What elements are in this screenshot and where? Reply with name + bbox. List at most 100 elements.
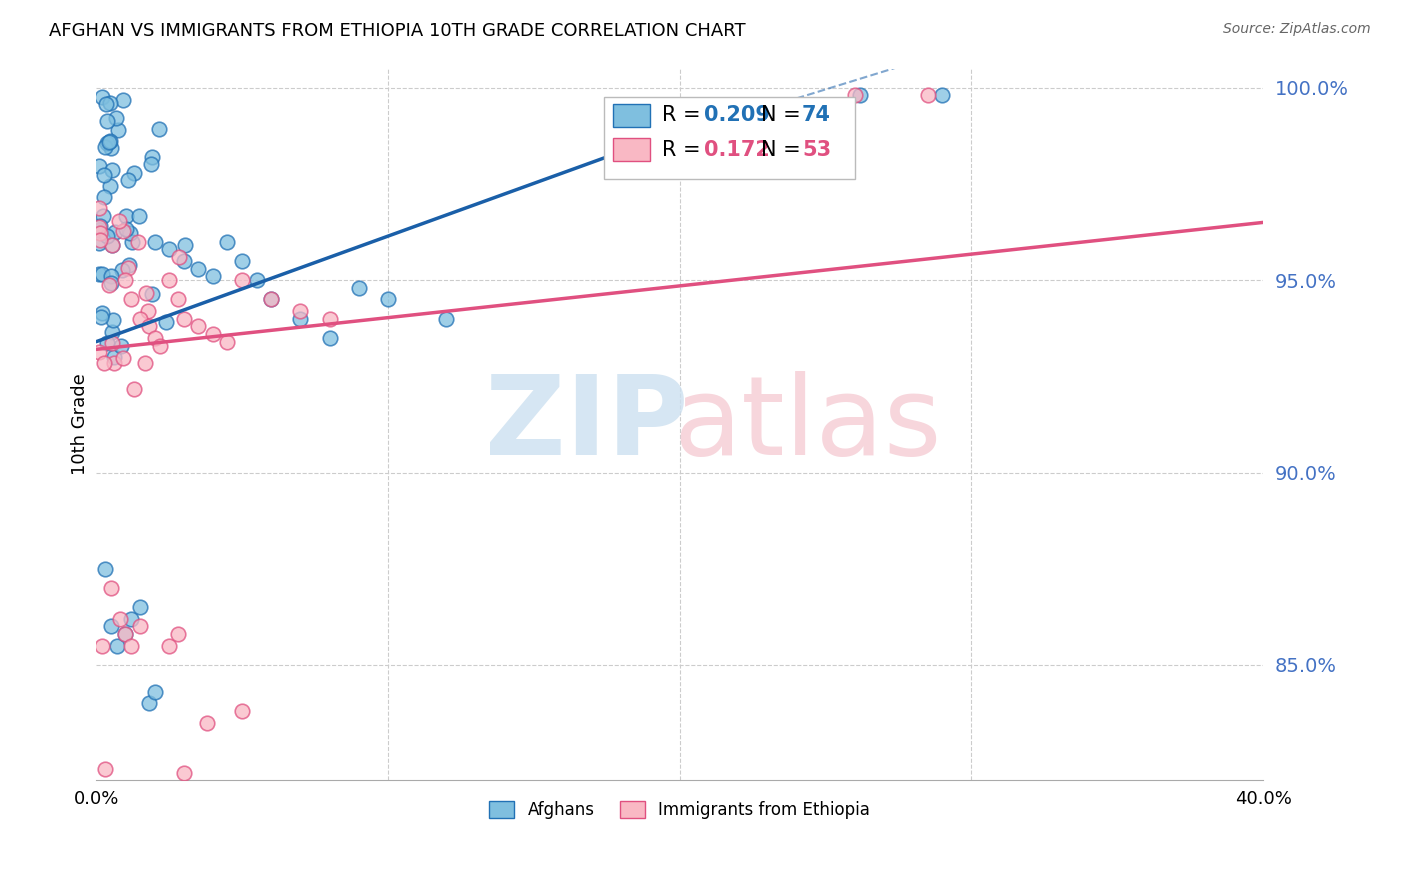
Point: [101, 238, 124, 252]
Point: [217, 334, 239, 349]
Point: [93, 190, 115, 204]
Point: [138, 697, 160, 711]
Point: [167, 250, 190, 264]
Point: [849, 88, 872, 103]
Text: R =: R =: [662, 140, 707, 160]
Point: [117, 172, 139, 186]
Point: [167, 293, 190, 307]
Point: [104, 226, 127, 240]
Point: [138, 319, 160, 334]
Point: [143, 685, 166, 699]
Point: [129, 311, 152, 326]
Point: [195, 715, 218, 730]
Point: [117, 260, 139, 275]
Point: [120, 612, 142, 626]
Y-axis label: 10th Grade: 10th Grade: [72, 374, 89, 475]
Point: [108, 213, 131, 227]
Point: [246, 273, 269, 287]
Point: [101, 162, 124, 177]
Point: [111, 93, 134, 107]
Text: 0.209: 0.209: [704, 105, 770, 126]
Point: [174, 238, 197, 252]
Point: [141, 150, 163, 164]
Point: [87, 201, 110, 215]
Point: [217, 235, 239, 249]
Point: [98, 179, 121, 194]
Point: [96, 335, 118, 350]
Point: [231, 273, 253, 287]
Point: [844, 88, 866, 103]
Point: [127, 235, 149, 250]
Point: [87, 345, 110, 359]
Point: [917, 88, 939, 103]
Point: [148, 121, 170, 136]
Point: [122, 166, 145, 180]
Point: [114, 222, 136, 236]
Point: [87, 219, 110, 234]
Point: [100, 269, 122, 284]
Point: [115, 209, 138, 223]
Point: [94, 562, 117, 576]
Point: [231, 253, 253, 268]
Point: [157, 243, 180, 257]
Point: [87, 267, 110, 281]
Point: [290, 304, 312, 318]
Point: [96, 114, 118, 128]
Point: [129, 600, 152, 615]
Point: [108, 612, 131, 626]
Point: [201, 326, 224, 341]
Point: [90, 310, 112, 325]
FancyBboxPatch shape: [603, 97, 855, 178]
Point: [201, 269, 224, 284]
Point: [101, 335, 124, 350]
Point: [121, 235, 143, 250]
Point: [114, 627, 136, 641]
Point: [141, 157, 163, 171]
Point: [98, 277, 121, 292]
Text: N =: N =: [761, 105, 807, 126]
Point: [167, 627, 190, 641]
Point: [110, 339, 132, 353]
Point: [143, 235, 166, 249]
Point: [260, 293, 283, 307]
Point: [377, 293, 399, 307]
Text: ZIP: ZIP: [485, 371, 688, 478]
Point: [87, 159, 110, 173]
Text: 53: 53: [801, 140, 831, 160]
Point: [173, 765, 195, 780]
Point: [103, 356, 125, 370]
Bar: [613, 138, 651, 161]
Text: atlas: atlas: [673, 371, 942, 478]
Point: [129, 619, 152, 633]
Point: [107, 123, 129, 137]
Legend: Afghans, Immigrants from Ethiopia: Afghans, Immigrants from Ethiopia: [482, 794, 876, 825]
Point: [157, 639, 180, 653]
Point: [187, 319, 209, 334]
Point: [93, 169, 115, 183]
Point: [89, 233, 111, 247]
Point: [100, 141, 122, 155]
Point: [120, 293, 142, 307]
Point: [100, 581, 122, 595]
Text: 74: 74: [801, 105, 831, 126]
Point: [93, 209, 115, 223]
Point: [98, 95, 121, 110]
Point: [111, 224, 134, 238]
Point: [89, 226, 111, 240]
Point: [87, 223, 110, 237]
Point: [120, 226, 142, 240]
Text: 0.172: 0.172: [704, 140, 770, 160]
Point: [94, 140, 117, 154]
Point: [96, 136, 118, 150]
Point: [260, 293, 283, 307]
Text: AFGHAN VS IMMIGRANTS FROM ETHIOPIA 10TH GRADE CORRELATION CHART: AFGHAN VS IMMIGRANTS FROM ETHIOPIA 10TH …: [49, 22, 745, 40]
Point: [97, 136, 120, 150]
Point: [87, 236, 110, 251]
Point: [100, 276, 122, 290]
Point: [117, 258, 139, 272]
Point: [143, 331, 166, 345]
Point: [91, 267, 114, 281]
Text: Source: ZipAtlas.com: Source: ZipAtlas.com: [1223, 22, 1371, 37]
Point: [90, 90, 112, 104]
Point: [128, 210, 150, 224]
